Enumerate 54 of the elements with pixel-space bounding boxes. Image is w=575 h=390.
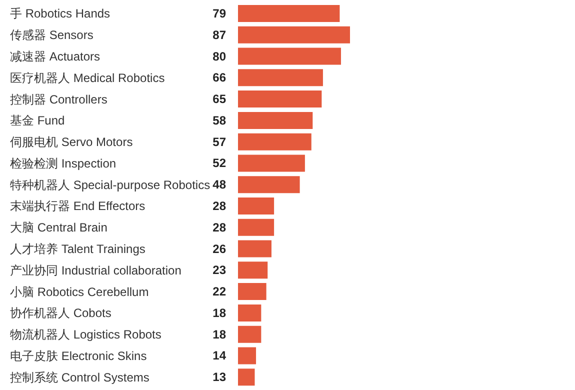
y-tick-label: 协作机器人 Cobots xyxy=(10,306,112,320)
y-tick-label: 人才培养 Talent Trainings xyxy=(10,242,146,256)
data-label: 13 xyxy=(212,370,226,384)
bar xyxy=(238,347,256,364)
data-label: 52 xyxy=(212,156,226,170)
bar xyxy=(238,90,322,108)
bar xyxy=(238,218,274,236)
data-label: 18 xyxy=(212,306,226,320)
y-tick-label: 传感器 Sensors xyxy=(10,28,94,42)
bar xyxy=(238,26,350,44)
data-label: 28 xyxy=(212,199,226,213)
y-tick-label: 特种机器人 Special-purpose Robotics xyxy=(10,178,210,192)
data-label: 14 xyxy=(212,348,226,363)
data-label: 79 xyxy=(212,6,226,20)
bar xyxy=(238,5,340,22)
data-label: 87 xyxy=(212,28,226,42)
bar xyxy=(238,262,268,279)
bar xyxy=(238,283,266,300)
bar xyxy=(238,368,255,386)
bar xyxy=(238,48,341,65)
y-tick-label: 末端执行器 End Effectors xyxy=(10,199,146,214)
data-label: 80 xyxy=(212,49,226,64)
y-tick-label: 检验检测 Inspection xyxy=(10,156,116,170)
data-label: 26 xyxy=(212,242,226,256)
bar xyxy=(238,176,300,194)
bar xyxy=(238,69,323,86)
data-label: 66 xyxy=(212,70,226,85)
y-tick-label: 控制器 Controllers xyxy=(10,92,108,106)
data-label: 58 xyxy=(212,113,226,128)
data-label: 65 xyxy=(212,92,226,106)
y-tick-label: 产业协同 Industrial collaboration xyxy=(10,263,182,278)
bar xyxy=(238,112,313,129)
data-label: 57 xyxy=(212,134,226,149)
y-tick-label: 手 Robotics Hands xyxy=(10,6,110,21)
y-tick-label: 小脑 Robotics Cerebellum xyxy=(10,284,149,299)
data-label: 18 xyxy=(212,327,226,342)
y-tick-label: 减速器 Actuators xyxy=(10,49,100,64)
y-tick-label: 电子皮肤 Electronic Skins xyxy=(10,348,147,363)
bar xyxy=(238,133,312,150)
data-label: 23 xyxy=(212,263,226,278)
bar xyxy=(238,304,262,322)
data-label: 28 xyxy=(212,220,226,234)
y-tick-label: 伺服电机 Servo Motors xyxy=(10,135,133,150)
y-tick-label: 控制系统 Control Systems xyxy=(10,370,150,384)
bar xyxy=(238,240,272,258)
y-tick-label: 医疗机器人 Medical Robotics xyxy=(10,70,165,85)
bar xyxy=(238,326,262,343)
y-tick-label: 物流机器人 Logistics Robots xyxy=(10,328,162,342)
y-tick-label: 大脑 Central Brain xyxy=(10,220,108,235)
data-label: 48 xyxy=(212,178,226,192)
data-label: 22 xyxy=(212,284,226,299)
y-tick-label: 基金 Fund xyxy=(10,114,65,128)
bar xyxy=(238,198,274,214)
bar xyxy=(238,154,305,172)
